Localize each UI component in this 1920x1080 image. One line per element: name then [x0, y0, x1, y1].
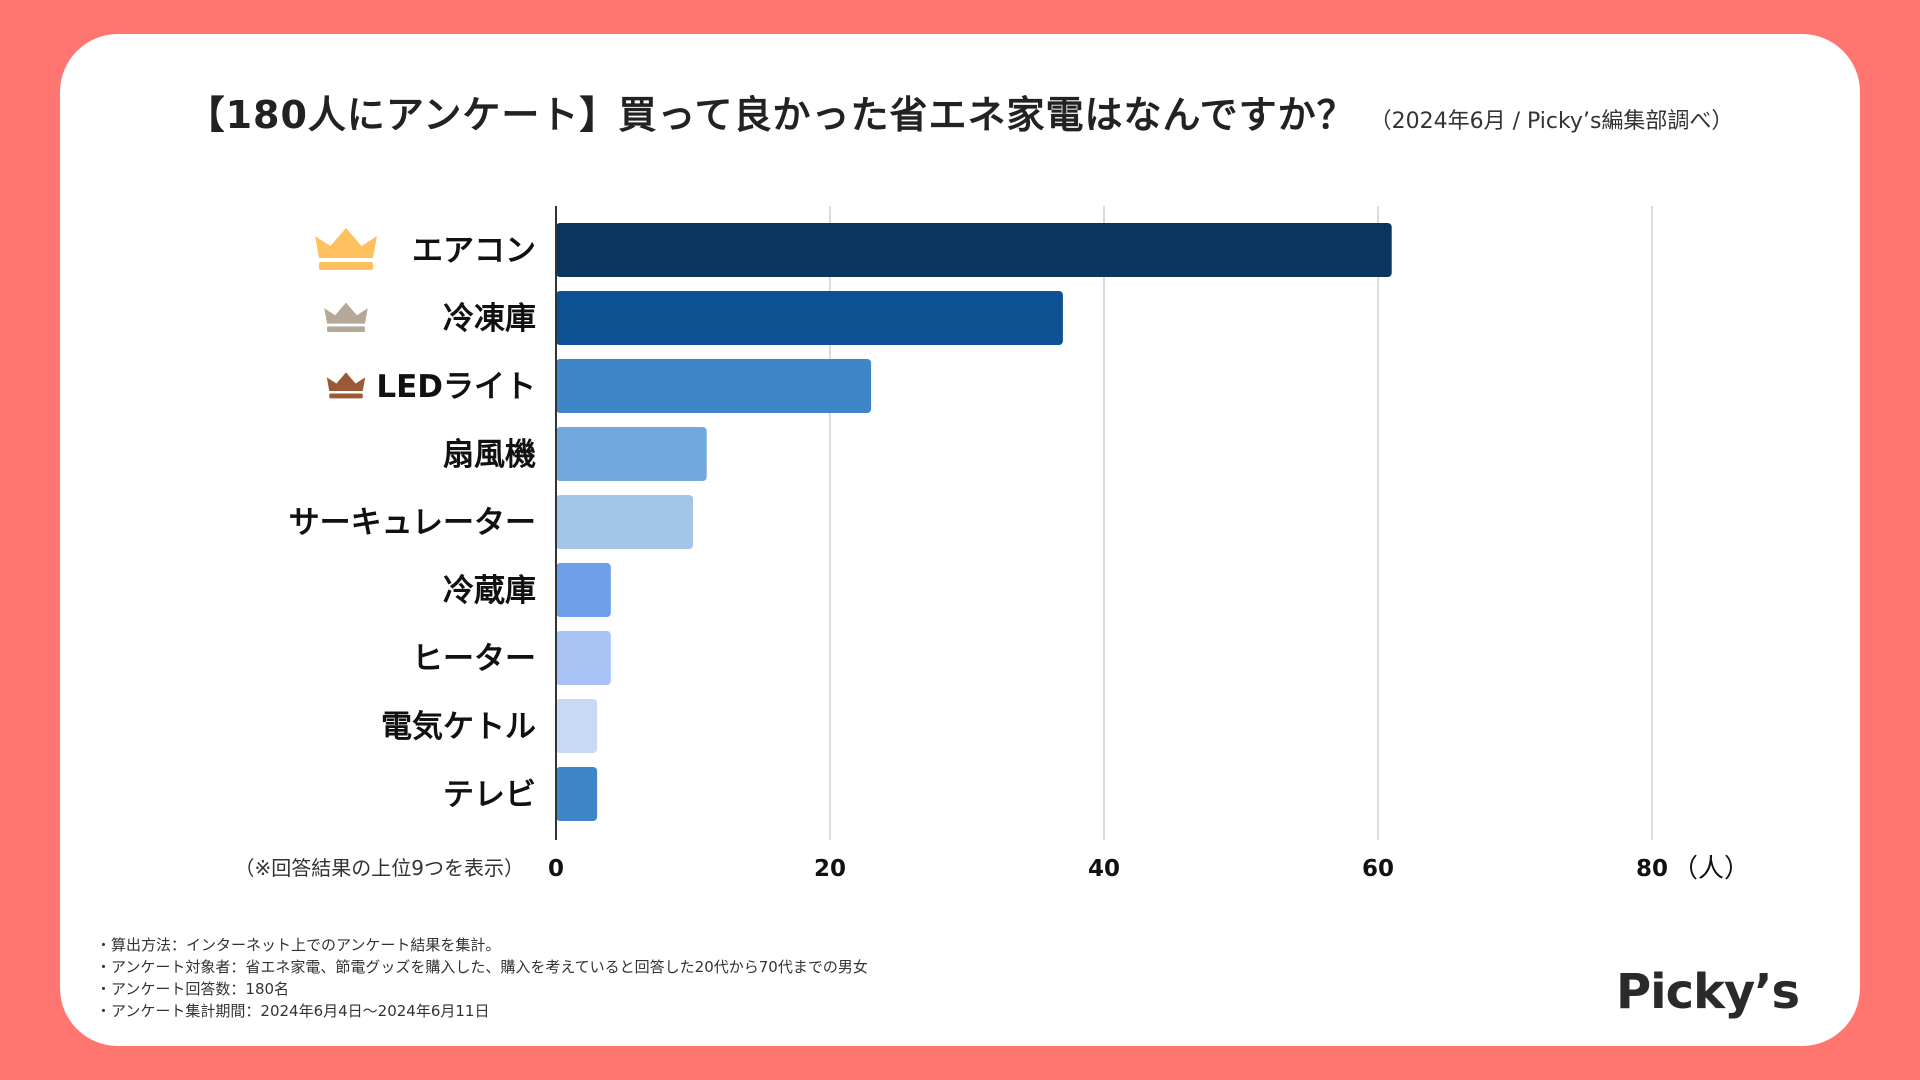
x-tick-label-4: 80 [1636, 856, 1668, 882]
x-tick-label-1: 20 [814, 856, 846, 882]
bar-6 [556, 631, 611, 685]
top9-note: （※回答結果の上位9つを表示） [235, 856, 524, 880]
chart-title: 【180人にアンケート】買って良かった省エネ家電はなんですか？ [186, 93, 1356, 137]
crown-base-3 [329, 393, 363, 399]
bar-5 [556, 563, 611, 617]
category-label-4: サーキュレーター [289, 505, 536, 541]
bar-4 [556, 495, 693, 549]
picky-logo: Picky’s [1616, 964, 1800, 1020]
note-target: ・アンケート対象者：省エネ家電、節電グッズを購入した、購入を考えていると回答した… [96, 958, 868, 976]
category-label-0: エアコン [412, 233, 536, 269]
crown-icon-1 [315, 228, 377, 258]
bar-1 [556, 291, 1063, 345]
bar-8 [556, 767, 598, 821]
note-count: ・アンケート回答数：180名 [96, 980, 290, 998]
category-label-6: ヒーター [412, 641, 536, 677]
crown-base-2 [327, 326, 365, 332]
bar-0 [556, 223, 1392, 277]
category-label-7: 電気ケトル [381, 709, 536, 745]
bar-3 [556, 427, 707, 481]
crown-icon-3 [326, 372, 366, 391]
category-label-5: 冷蔵庫 [443, 573, 536, 609]
bar-2 [556, 359, 872, 413]
category-label-3: 扇風機 [443, 437, 536, 473]
note-period: ・アンケート集計期間：2024年6月4日〜2024年6月11日 [96, 1002, 490, 1020]
category-label-1: 冷凍庫 [443, 301, 536, 337]
x-unit-label: （人） [1672, 854, 1750, 884]
category-label-8: テレビ [443, 777, 536, 813]
category-label-2: LEDライト [376, 369, 536, 405]
card [60, 34, 1860, 1046]
chart-title-block: 【180人にアンケート】買って良かった省エネ家電はなんですか？ （2024年6月 … [0, 84, 1920, 139]
bar-7 [556, 699, 598, 753]
crown-icon-2 [324, 302, 368, 324]
chart-subtitle: （2024年6月 / Picky’s編集部調べ） [1369, 109, 1734, 134]
x-tick-label-0: 0 [548, 856, 564, 882]
x-tick-label-2: 40 [1088, 856, 1120, 882]
survey-notes: ・算出方法：インターネット上でのアンケート結果を集計。 ・アンケート対象者：省エ… [96, 934, 868, 1022]
crown-base-1 [319, 262, 373, 270]
x-tick-label-3: 60 [1362, 856, 1394, 882]
note-method: ・算出方法：インターネット上でのアンケート結果を集計。 [96, 936, 501, 954]
